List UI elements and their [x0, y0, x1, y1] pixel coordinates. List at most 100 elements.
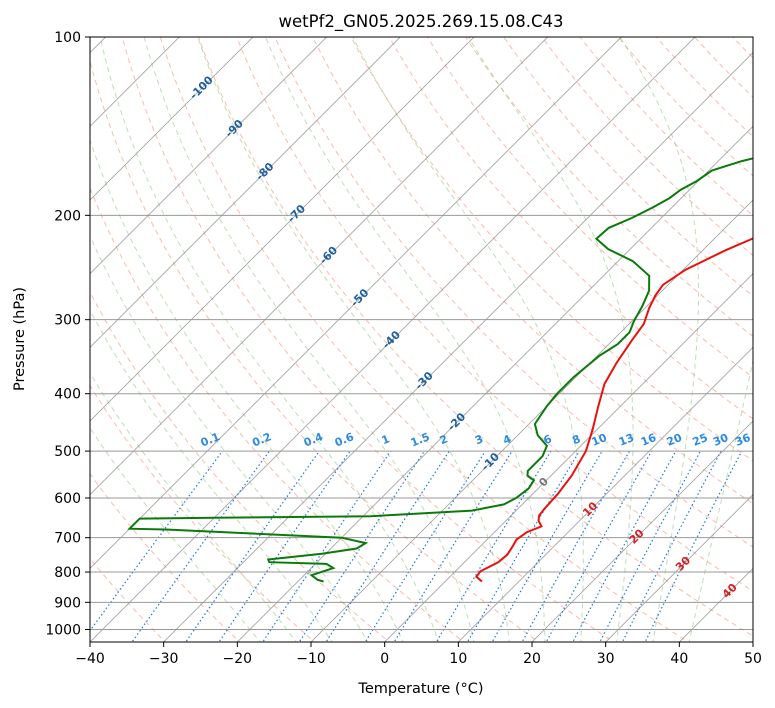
moist-adiabat — [352, 37, 584, 642]
isotherm-label: -70 — [285, 202, 308, 225]
isotherm-line — [531, 420, 753, 642]
temperature-profile-line — [475, 237, 753, 583]
moist-adiabat — [143, 37, 475, 642]
mixing-ratio-line — [466, 450, 580, 642]
mixing-ratio-label: 4 — [501, 432, 513, 447]
moist-adiabat — [90, 371, 297, 642]
mixing-ratio-label: 1 — [380, 432, 392, 447]
isotherm-line — [90, 37, 401, 348]
isotherm-line — [90, 37, 254, 201]
y-tick-label: 200 — [54, 208, 81, 224]
x-tick-label: −30 — [149, 651, 179, 667]
mixing-ratio-label: 2 — [438, 432, 450, 447]
moist-adiabat — [90, 427, 261, 642]
isotherm-line — [457, 346, 753, 642]
isotherm-line — [678, 567, 753, 642]
x-tick-label: −40 — [75, 651, 105, 667]
isotherm-line — [236, 125, 753, 642]
dry-adiabat — [274, 37, 753, 548]
dry-adiabat — [758, 24, 775, 645]
mixing-ratio-line — [644, 450, 743, 642]
mixing-ratio-label: 30 — [711, 431, 730, 449]
isotherm-label: 40 — [720, 581, 740, 601]
x-tick-label: 30 — [597, 651, 615, 667]
y-tick-label: 700 — [54, 531, 81, 547]
moist-adiabat — [197, 37, 510, 642]
isotherm-label: -30 — [413, 369, 436, 392]
isotherm-label: -100 — [187, 73, 216, 102]
mixing-ratio-line — [621, 450, 722, 642]
isotherm-line — [384, 273, 753, 642]
x-tick-label: 10 — [449, 651, 467, 667]
moist-adiabat — [467, 37, 634, 642]
isotherm-label: -20 — [445, 410, 468, 433]
y-tick-label: 400 — [54, 387, 81, 403]
dry-adiabat — [90, 384, 316, 642]
dry-adiabat — [197, 37, 753, 637]
mixing-ratio-label: 25 — [691, 431, 710, 449]
mixing-ratio-label: 6 — [542, 432, 554, 447]
mixing-ratio-label: 0.4 — [302, 430, 325, 449]
mixing-ratio-label: 36 — [733, 431, 752, 449]
mixing-ratio-line — [262, 450, 392, 642]
isotherm-label: 0 — [536, 475, 551, 490]
dry-adiabat — [90, 472, 241, 642]
plot-area: -100-90-80-70-60-50-40-30-20-10010203040… — [90, 24, 775, 645]
mixing-ratio-label: 8 — [570, 432, 582, 447]
x-tick-label: −10 — [296, 651, 326, 667]
dewpoint-profile-line — [127, 157, 753, 583]
isotherm-label: -10 — [479, 450, 502, 473]
mixing-ratio-line — [131, 450, 270, 642]
isotherm-line — [163, 52, 753, 642]
mixing-ratio-line — [325, 450, 450, 642]
x-tick-label: 40 — [670, 651, 688, 667]
isotherm-line — [90, 37, 696, 642]
mixing-ratio-line — [298, 450, 425, 642]
mixing-ratio-label: 3 — [473, 432, 485, 447]
y-tick-label: 800 — [54, 565, 81, 581]
y-tick-label: 300 — [54, 313, 81, 329]
dry-adiabat — [541, 37, 753, 257]
axes: −40 −30 −20 −10 0 10 20 30 40 5010020030040050060… — [45, 30, 762, 667]
x-tick-label: 0 — [380, 651, 389, 667]
mixing-ratio-label: 13 — [617, 431, 636, 449]
x-axis-title: Temperature (°C) — [357, 681, 483, 697]
dry-adiabat — [350, 37, 753, 462]
mixing-ratio-label: 0.1 — [199, 430, 222, 449]
isotherm-label: -80 — [253, 160, 276, 183]
y-tick-label: 1000 — [45, 622, 81, 638]
mixing-ratio-line — [185, 450, 320, 642]
mixing-ratio-label: 1.5 — [409, 430, 432, 449]
mixing-ratio-label: 16 — [639, 431, 658, 449]
dry-adiabat — [90, 186, 465, 642]
plot-frame — [89, 36, 754, 643]
dry-adiabat — [465, 37, 753, 338]
isotherm-label: -40 — [380, 328, 403, 351]
mixing-ratio-line — [90, 450, 223, 632]
isotherm-line — [310, 199, 753, 642]
isotherm-label: 30 — [673, 554, 693, 574]
x-tick-label: 50 — [744, 651, 762, 667]
isotherm-line — [90, 37, 549, 496]
dry-adiabat — [236, 37, 753, 592]
y-tick-label: 600 — [54, 491, 81, 507]
isotherm-line — [90, 37, 475, 422]
mixing-ratio-label: 20 — [665, 431, 684, 449]
mixing-ratio-line — [599, 450, 702, 642]
isotherm-label: -90 — [223, 117, 246, 140]
x-tick-label: −20 — [223, 651, 253, 667]
isotherm-line — [752, 641, 753, 642]
dry-adiabat — [90, 59, 540, 642]
isotherm-line — [90, 37, 180, 127]
mixing-ratio-line — [218, 450, 351, 642]
isotherm-label: 10 — [580, 499, 600, 519]
dry-adiabat — [503, 37, 753, 297]
mixing-ratio-line — [572, 450, 677, 642]
chart-title: wetPf2_GN05.2025.269.15.08.C43 — [279, 12, 564, 32]
x-tick-label: 20 — [523, 651, 541, 667]
isotherm-line — [605, 494, 753, 642]
isotherm-line — [90, 37, 328, 275]
y-tick-label: 100 — [54, 30, 81, 46]
moist-adiabat — [90, 309, 333, 642]
